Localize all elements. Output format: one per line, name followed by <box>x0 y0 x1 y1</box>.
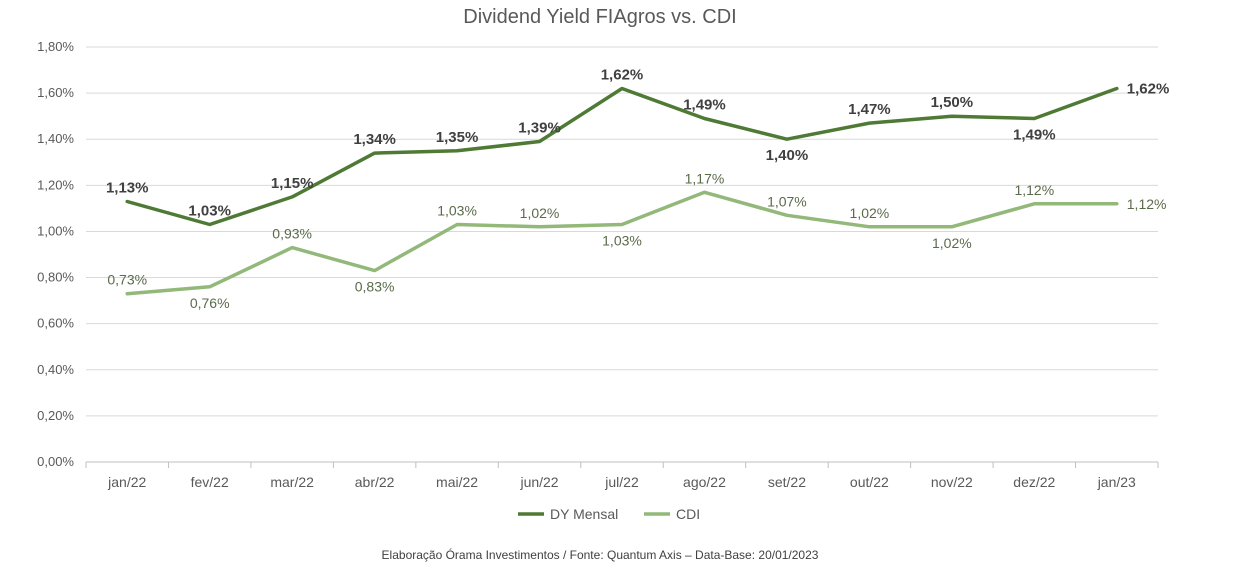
x-tick-label: jun/22 <box>519 474 558 490</box>
legend: DY Mensal CDI <box>518 506 700 522</box>
data-labels: 1,13% 1,03% 1,15% 1,34% 1,35% 1,39% 1,62% 1,49%… <box>106 67 1169 311</box>
x-tick-label: set/22 <box>768 474 806 490</box>
y-tick-label: 0,20% <box>37 408 74 423</box>
y-tick-label: 0,40% <box>37 362 74 377</box>
data-label: 0,93% <box>272 226 312 242</box>
x-tick-label: ago/22 <box>683 474 726 490</box>
data-label: 1,62% <box>1127 81 1170 98</box>
data-label: 1,12% <box>1014 182 1054 198</box>
data-label: 1,49% <box>683 96 726 113</box>
series-line-cdi <box>125 190 1119 296</box>
series-lines <box>125 86 1119 296</box>
x-tick-label: jan/23 <box>1097 474 1136 490</box>
data-label: 0,83% <box>355 279 395 295</box>
y-tick-label: 1,20% <box>37 177 74 192</box>
data-label: 1,02% <box>850 205 890 221</box>
x-tick-label: jan/22 <box>107 474 146 490</box>
y-tick-label: 0,60% <box>37 316 74 331</box>
data-label: 1,40% <box>766 147 809 164</box>
y-tick-label: 1,00% <box>37 223 74 238</box>
source-note: Elaboração Órama Investimentos / Fonte: … <box>381 548 819 562</box>
y-tick-label: 1,40% <box>37 131 74 146</box>
data-label: 1,62% <box>601 67 644 84</box>
data-label: 1,49% <box>1013 126 1056 143</box>
x-tick-label: nov/22 <box>931 474 973 490</box>
data-label: 1,15% <box>271 175 314 192</box>
data-label: 0,76% <box>190 295 230 311</box>
data-label: 1,03% <box>602 233 642 249</box>
data-label: 1,13% <box>106 179 149 196</box>
data-label: 1,34% <box>353 131 396 148</box>
data-label: 1,03% <box>188 203 231 220</box>
x-axis: jan/22 fev/22 mar/22 abr/22 mai/22 jun/22 jul/… <box>85 462 1159 490</box>
legend-label: CDI <box>676 506 700 522</box>
data-label: 1,35% <box>436 129 479 146</box>
series-line-dy-mensal <box>125 86 1119 227</box>
data-label: 1,17% <box>685 170 725 186</box>
y-tick-label: 0,80% <box>37 270 74 285</box>
x-tick-label: abr/22 <box>355 474 395 490</box>
data-label: 1,50% <box>931 94 974 111</box>
x-tick-label: jul/22 <box>604 474 639 490</box>
data-label: 1,02% <box>932 235 972 251</box>
data-label: 1,47% <box>848 101 891 118</box>
y-tick-label: 0,00% <box>37 454 74 469</box>
y-tick-label: 1,80% <box>37 39 74 54</box>
data-label: 1,03% <box>437 203 477 219</box>
data-label: 1,39% <box>518 120 561 137</box>
x-tick-label: mai/22 <box>436 474 478 490</box>
y-tick-label: 1,60% <box>37 85 74 100</box>
x-tick-label: out/22 <box>850 474 889 490</box>
data-label: 1,12% <box>1127 196 1167 212</box>
gridlines <box>86 46 1158 463</box>
legend-label: DY Mensal <box>550 506 618 522</box>
y-axis: 0,00% 0,20% 0,40% 0,60% 0,80% 1,00% 1,20% 1,40%… <box>37 39 74 469</box>
data-label: 1,02% <box>520 205 560 221</box>
x-tick-label: dez/22 <box>1013 474 1055 490</box>
x-tick-label: mar/22 <box>270 474 314 490</box>
data-label: 0,73% <box>107 272 147 288</box>
x-tick-label: fev/22 <box>191 474 229 490</box>
chart-title: Dividend Yield FIAgros vs. CDI <box>463 6 737 28</box>
data-label: 1,07% <box>767 193 807 209</box>
